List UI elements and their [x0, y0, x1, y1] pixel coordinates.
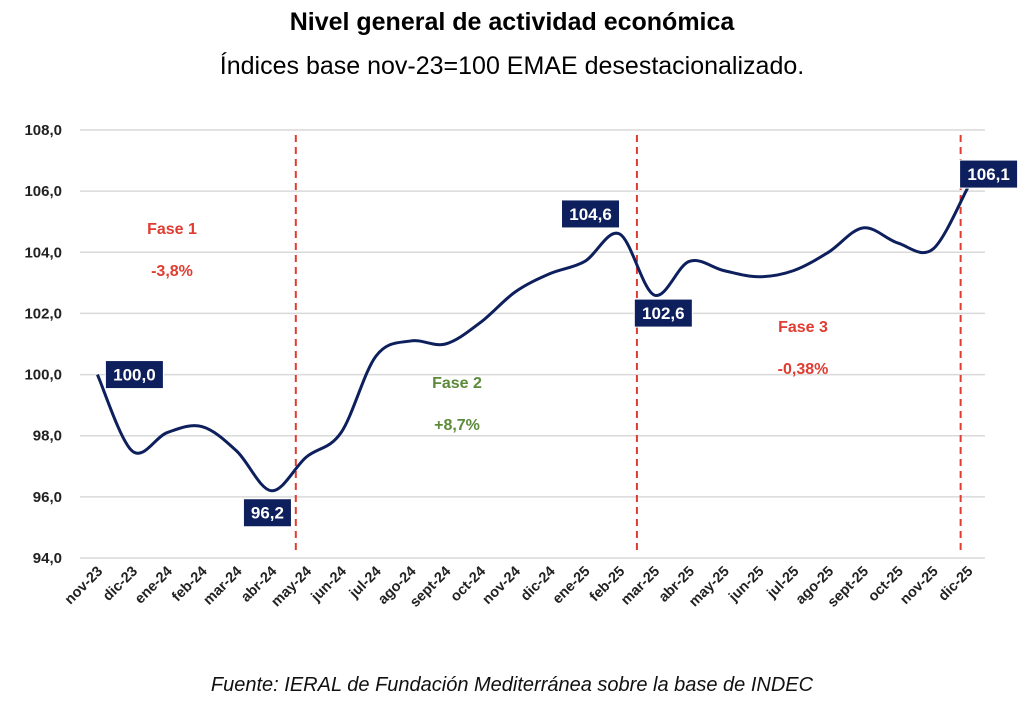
data-label: 104,6 [569, 205, 612, 224]
y-tick-label: 106,0 [24, 183, 62, 200]
chart-title: Nivel general de actividad económica [289, 8, 735, 36]
x-tick-label: mar-24 [201, 564, 246, 609]
y-tick-label: 104,0 [24, 244, 62, 261]
series-line [96, 187, 969, 493]
data-label-box [561, 199, 621, 229]
data-label: 102,6 [642, 304, 685, 323]
x-tick-label: nov-25 [897, 564, 941, 608]
data-label: 96,2 [251, 504, 284, 523]
y-tick-label: 102,0 [24, 305, 62, 322]
phase-change: +8,7% [434, 417, 480, 434]
data-label-box [104, 360, 164, 390]
phase-name: Fase 2 [432, 375, 482, 392]
phase-change: -0,38% [778, 361, 829, 378]
x-tick-label: nov-23 [62, 564, 106, 608]
data-label-box [242, 498, 292, 528]
y-tick-label: 98,0 [33, 428, 62, 445]
x-tick-label: mar-25 [618, 564, 663, 609]
x-tick-label: dic-25 [935, 564, 976, 605]
data-label: 100,0 [113, 366, 156, 385]
phase-name: Fase 1 [147, 221, 197, 238]
x-tick-label: nov-24 [480, 564, 524, 608]
data-label-box [959, 159, 1019, 189]
chart-source: Fuente: IERAL de Fundación Mediterránea … [210, 674, 814, 696]
data-label: 106,1 [967, 165, 1010, 184]
phase-change: -3,8% [151, 263, 193, 280]
phase-name: Fase 3 [778, 319, 828, 336]
y-tick-label: 100,0 [24, 367, 62, 384]
y-tick-label: 108,0 [24, 122, 62, 139]
x-tick-label: ene-24 [132, 564, 176, 608]
x-tick-label: jun-25 [725, 564, 767, 606]
x-tick-label: jun-24 [308, 564, 350, 606]
y-tick-label: 94,0 [33, 550, 62, 567]
data-label-box [633, 298, 693, 328]
x-tick-label: ene-25 [550, 564, 594, 608]
chart-subtitle: Índices base nov-23=100 EMAE desestacion… [219, 52, 805, 80]
y-tick-label: 96,0 [33, 489, 62, 506]
